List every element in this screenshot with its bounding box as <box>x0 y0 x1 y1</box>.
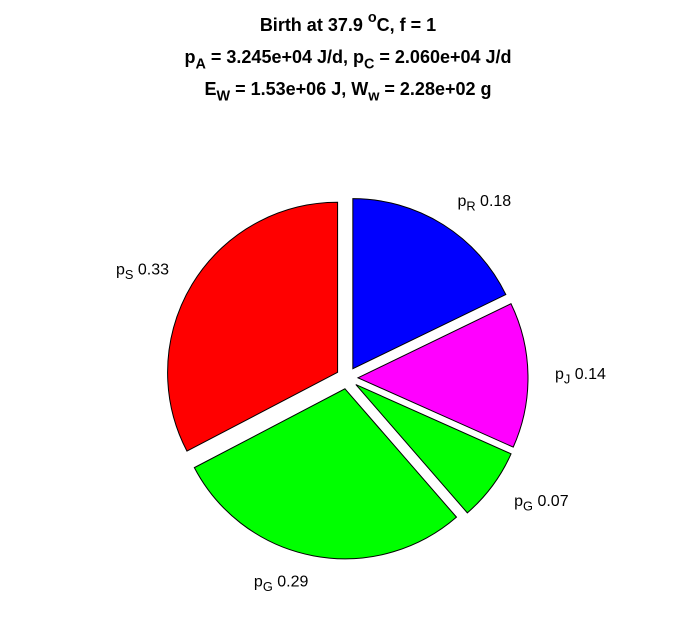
text-segment: S <box>125 267 134 282</box>
text-segment: G <box>263 579 273 594</box>
text-segment: R <box>466 199 475 214</box>
text-segment: = 2.060e+04 J/d <box>374 47 511 67</box>
chart-title: Birth at 37.9 oC, f = 1 <box>260 10 436 35</box>
slice-label: pR 0.18 <box>457 193 511 214</box>
text-segment: A <box>195 56 206 72</box>
slice-label: pG 0.29 <box>254 574 309 595</box>
value-label: 0.07 <box>533 493 569 510</box>
slice-label: pS 0.33 <box>116 262 169 283</box>
text-segment: G <box>523 499 533 514</box>
text-segment: C <box>364 56 374 72</box>
pie-slice <box>193 388 458 560</box>
text-segment: w <box>367 88 380 104</box>
value-label: 0.29 <box>273 574 309 591</box>
text-segment: C, f = 1 <box>377 15 437 35</box>
slice-label: pJ 0.14 <box>555 366 606 387</box>
chart-title: EW = 1.53e+06 J, Ww = 2.28e+02 g <box>205 79 492 104</box>
text-segment: o <box>368 10 377 26</box>
pie-slice <box>356 303 529 448</box>
text-segment: = 1.53e+06 J, W <box>230 79 368 99</box>
pie-slice <box>355 384 512 514</box>
pie-slice <box>352 198 507 370</box>
text-segment: p <box>116 262 125 279</box>
chart-title: pA = 3.245e+04 J/d, pC = 2.060e+04 J/d <box>184 47 511 72</box>
text-segment: Birth at 37.9 <box>260 15 368 35</box>
text-segment: = 3.245e+04 J/d, p <box>206 47 364 67</box>
slice-label: pG 0.07 <box>514 493 569 514</box>
text-segment: p <box>254 574 263 591</box>
text-segment: E <box>205 79 217 99</box>
text-segment: W <box>217 88 231 104</box>
value-label: 0.33 <box>133 262 169 279</box>
text-segment: p <box>514 493 523 510</box>
value-label: 0.18 <box>476 193 512 210</box>
text-segment: p <box>184 47 195 67</box>
text-segment: J <box>564 372 570 387</box>
value-label: 0.14 <box>570 366 606 383</box>
pie-slice <box>167 201 339 452</box>
text-segment: = 2.28e+02 g <box>379 79 491 99</box>
text-segment: p <box>457 193 466 210</box>
text-segment: p <box>555 366 564 383</box>
